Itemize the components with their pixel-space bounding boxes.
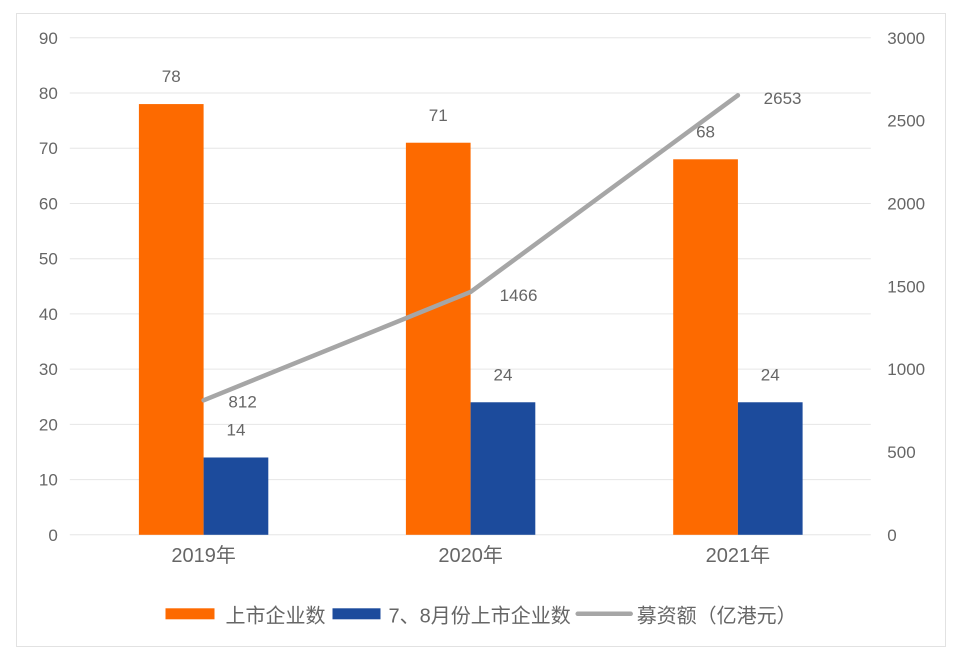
svg-text:3000: 3000 — [887, 29, 925, 48]
svg-text:80: 80 — [39, 84, 58, 103]
svg-text:70: 70 — [39, 139, 58, 158]
svg-text:50: 50 — [39, 250, 58, 269]
svg-text:1500: 1500 — [887, 277, 925, 296]
svg-text:78: 78 — [162, 67, 181, 86]
svg-text:上市企业数: 上市企业数 — [226, 605, 326, 628]
svg-text:24: 24 — [493, 365, 512, 384]
svg-text:2653: 2653 — [764, 89, 802, 108]
svg-text:2020年: 2020年 — [438, 544, 503, 567]
svg-text:0: 0 — [887, 526, 896, 545]
svg-text:60: 60 — [39, 195, 58, 214]
svg-text:10: 10 — [39, 471, 58, 490]
svg-text:1000: 1000 — [887, 360, 925, 379]
svg-text:1466: 1466 — [500, 286, 538, 305]
svg-text:500: 500 — [887, 443, 915, 462]
svg-text:2021年: 2021年 — [706, 544, 771, 567]
svg-text:30: 30 — [39, 360, 58, 379]
svg-text:812: 812 — [228, 393, 256, 412]
svg-text:40: 40 — [39, 305, 58, 324]
svg-text:2019年: 2019年 — [171, 544, 236, 567]
svg-text:0: 0 — [48, 526, 57, 545]
svg-text:14: 14 — [226, 421, 245, 440]
svg-text:20: 20 — [39, 415, 58, 434]
svg-text:2000: 2000 — [887, 195, 925, 214]
svg-text:24: 24 — [761, 365, 780, 384]
svg-text:2500: 2500 — [887, 112, 925, 131]
svg-text:90: 90 — [39, 29, 58, 48]
svg-text:71: 71 — [429, 106, 448, 125]
svg-text:募资额（亿港元）: 募资额（亿港元） — [637, 605, 797, 628]
svg-text:7、8月份上市企业数: 7、8月份上市企业数 — [389, 605, 571, 628]
